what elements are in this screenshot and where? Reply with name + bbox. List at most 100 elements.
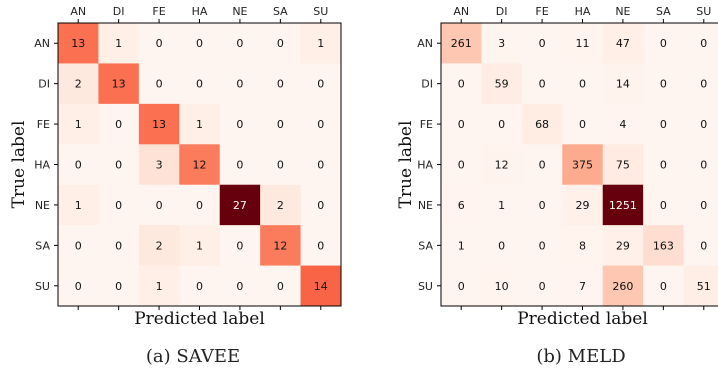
y-tick-label: HA (34, 159, 50, 172)
y-tick-label: NE (418, 199, 433, 212)
cell-value-label: 0 (700, 118, 707, 131)
x-tick-label: AN (70, 5, 86, 18)
heatmap-cell (138, 184, 180, 226)
heatmap-cell (481, 184, 523, 226)
cell-value-label: 0 (115, 199, 122, 212)
cell-value-label: 4 (619, 118, 626, 131)
cell-value-label: 0 (236, 159, 243, 172)
cell-value-label: 0 (115, 159, 122, 172)
heatmap-cell (602, 144, 644, 186)
x-tick-label: NE (615, 5, 630, 18)
cell-value-label: 0 (458, 78, 465, 91)
confusion-matrix-savee: 13 1 0 0 0 0 12 13 0 0 0 0 01 0 13 1 0 0 00 0 3 12 0 0 01 0 0 0 27 2 0… (9, 5, 342, 367)
heatmap-cell (521, 63, 563, 105)
cell-value-label: 1 (156, 280, 163, 293)
cell-value-label: 0 (539, 239, 546, 252)
cell-value-label: 12 (273, 239, 287, 252)
cell-value-label: 1 (498, 199, 505, 212)
heatmap-cell (138, 144, 180, 186)
heatmap-cell (219, 63, 261, 105)
cell-value-label: 0 (539, 78, 546, 91)
cell-value-label: 0 (660, 199, 667, 212)
cell-value-label: 29 (616, 239, 630, 252)
heatmap-cell (98, 265, 140, 307)
cell-value-label: 0 (317, 78, 324, 91)
heatmap-cell (138, 265, 180, 307)
cell-value-label: 0 (700, 37, 707, 50)
x-tick-label: FE (152, 5, 165, 18)
cell-value-label: 0 (539, 159, 546, 172)
heatmap-cell (441, 23, 482, 64)
cell-value-label: 1251 (609, 199, 637, 212)
heatmap-cell (643, 144, 685, 186)
cell-value-label: 51 (697, 280, 711, 293)
heatmap-cell (602, 63, 644, 105)
heatmap-cell (683, 103, 718, 145)
cell-value-label: 12 (193, 159, 207, 172)
cell-value-label: 0 (196, 199, 203, 212)
heatmap-cell (481, 265, 523, 307)
cell-value-label: 3 (156, 159, 163, 172)
heatmap-cell (300, 103, 342, 145)
cell-value-label: 0 (196, 37, 203, 50)
y-axis-title: True label (396, 121, 416, 209)
cell-value-label: 3 (498, 37, 505, 50)
confusion-matrix-meld: 261 3 0 11 47 0 00 59 0 0 14 0 00 0 68 0 4 0 00 12 0 375 75 0 06… (396, 5, 718, 367)
heatmap-cell (441, 184, 482, 226)
heatmap-cell (562, 103, 604, 145)
cell-value-label: 0 (700, 78, 707, 91)
figure-caption: (a) SAVEE (146, 346, 240, 367)
cell-value-label: 0 (579, 78, 586, 91)
cell-value-label: 0 (75, 280, 82, 293)
cell-value-label: 14 (314, 280, 328, 293)
heatmap-cell (58, 225, 99, 267)
x-axis-title: Predicted label (134, 309, 265, 329)
cell-value-label: 0 (277, 37, 284, 50)
heatmap-cell (643, 103, 685, 145)
heatmap-cell (219, 144, 261, 186)
y-tick-label: SU (35, 280, 50, 293)
y-tick-label: HA (417, 159, 433, 172)
heatmap-cell (441, 103, 482, 145)
cell-value-label: 0 (700, 159, 707, 172)
cell-value-label: 1 (75, 199, 82, 212)
heatmap-cell (602, 103, 644, 145)
cell-value-label: 0 (700, 199, 707, 212)
heatmap-cell (98, 225, 140, 267)
heatmap-cell (58, 184, 99, 226)
heatmap-cell (219, 225, 261, 267)
x-axis-title: Predicted label (517, 309, 648, 329)
heatmap-cell (58, 63, 99, 105)
cell-value-label: 14 (616, 78, 630, 91)
cell-value-label: 1 (75, 118, 82, 131)
cell-value-label: 13 (71, 37, 85, 50)
cell-value-label: 260 (612, 280, 633, 293)
cell-value-label: 0 (498, 118, 505, 131)
x-tick-label: DI (113, 5, 125, 18)
cell-value-label: 375 (572, 159, 593, 172)
y-tick-label: FE (37, 118, 50, 131)
x-tick-label: HA (575, 5, 591, 18)
heatmap-cell (481, 63, 523, 105)
cell-value-label: 75 (616, 159, 630, 172)
heatmap-cell (481, 103, 523, 145)
x-tick-label: NE (232, 5, 247, 18)
heatmap-cell (219, 265, 261, 307)
cell-value-label: 0 (700, 239, 707, 252)
cell-value-label: 29 (576, 199, 590, 212)
heatmap-cell (643, 225, 685, 267)
heatmap-cell (138, 63, 180, 105)
cell-value-label: 0 (156, 199, 163, 212)
cell-value-label: 0 (75, 159, 82, 172)
cell-value-label: 163 (653, 239, 674, 252)
y-tick-label: SA (35, 239, 50, 252)
heatmap-cell (643, 265, 685, 307)
x-tick-label: SA (656, 5, 671, 18)
heatmap-cell (602, 23, 644, 64)
cell-value-label: 261 (451, 37, 472, 50)
cell-value-label: 47 (616, 37, 630, 50)
heatmap-cell (562, 225, 604, 267)
cell-value-label: 0 (196, 280, 203, 293)
cell-value-label: 27 (233, 199, 247, 212)
